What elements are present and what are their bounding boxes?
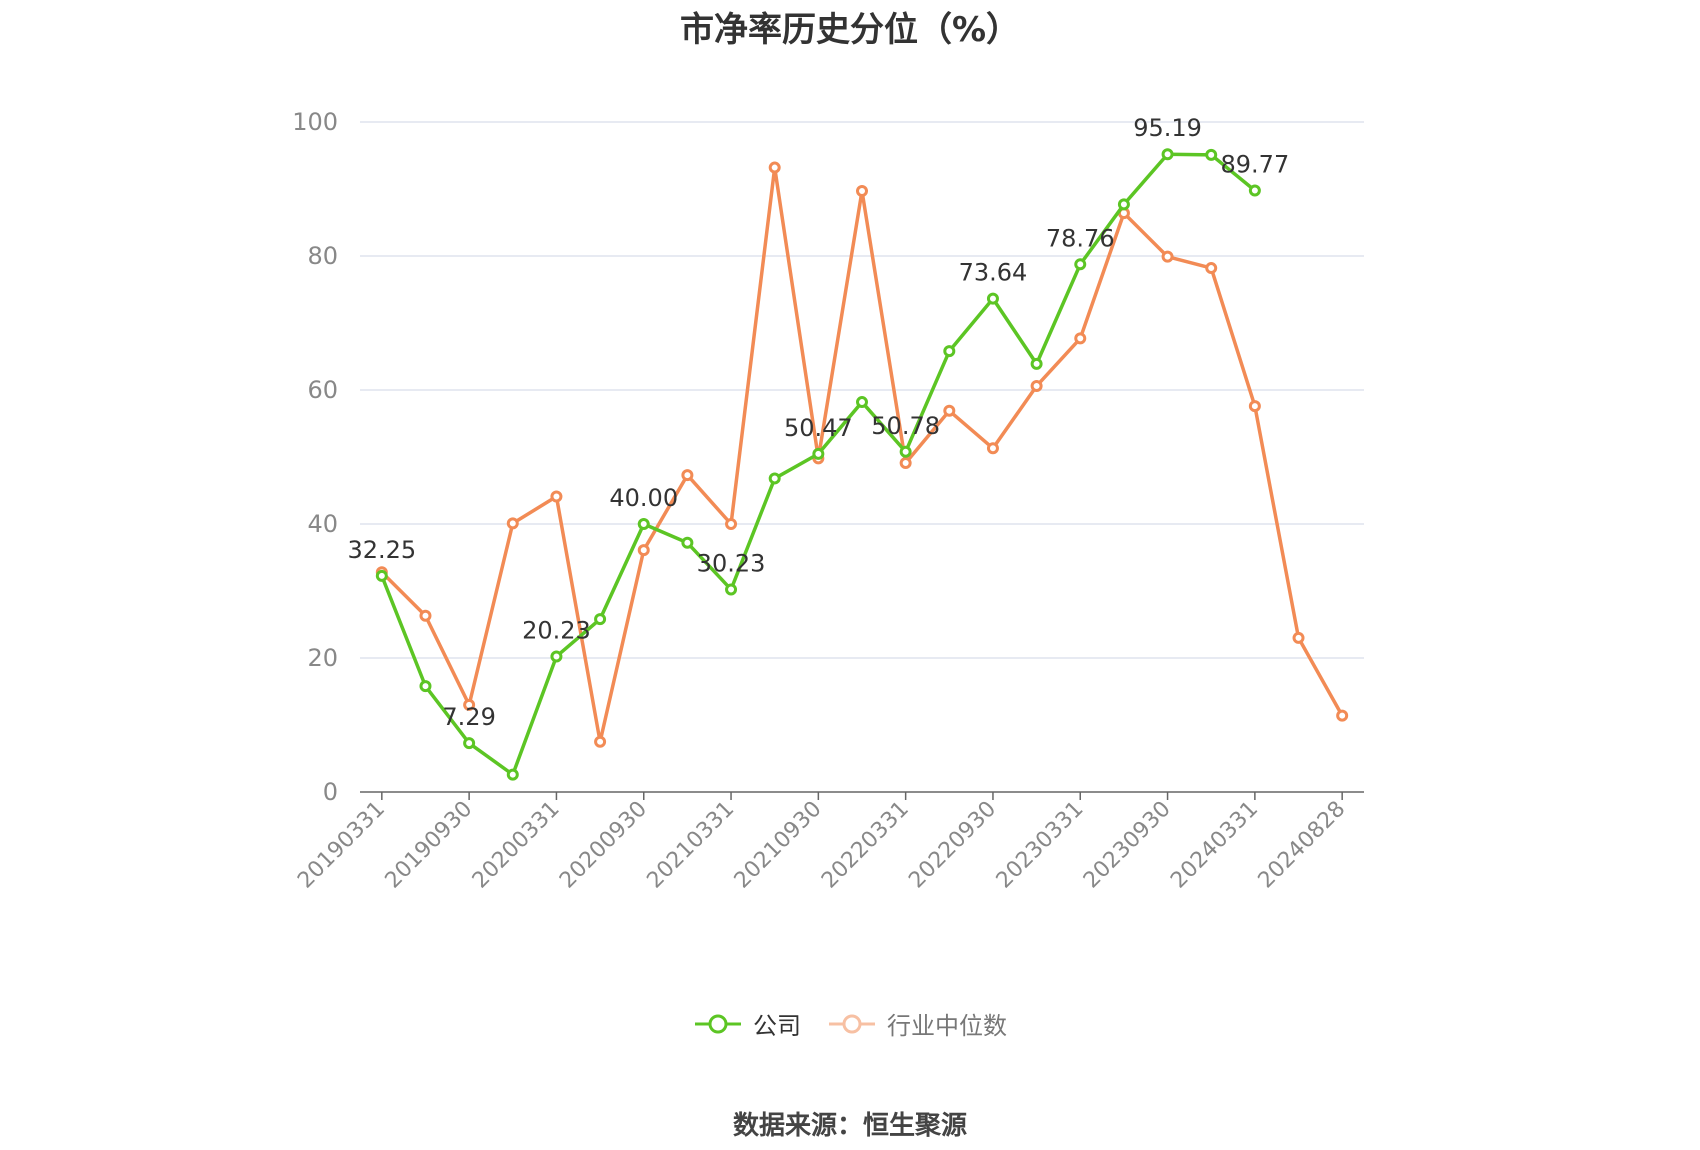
industry-data-point — [768, 161, 781, 174]
company-data-point — [1248, 184, 1261, 197]
y-tick-label: 80 — [307, 242, 338, 270]
industry-data-point — [1205, 262, 1218, 275]
y-tick-label: 20 — [307, 644, 338, 672]
industry-data-point — [550, 490, 563, 503]
company-data-point — [419, 680, 432, 693]
company-data-point — [1030, 357, 1043, 370]
x-tick-label: 20220331 — [817, 797, 914, 894]
y-tick-label: 0 — [323, 778, 338, 806]
company-data-point — [1205, 148, 1218, 161]
x-tick-label: 20200331 — [468, 797, 565, 894]
company-data-point — [594, 613, 607, 626]
company-data-label: 20.23 — [522, 616, 591, 644]
x-tick-label: 20240828 — [1254, 797, 1351, 894]
series-layer — [375, 148, 1349, 781]
company-data-label: 73.64 — [959, 259, 1028, 287]
chart-title: 市净率历史分位（%） — [679, 10, 1021, 50]
industry-data-point — [1292, 631, 1305, 644]
legend-item-company[interactable]: 公司 — [693, 1006, 801, 1041]
industry-data-point — [594, 735, 607, 748]
company-data-label: 95.19 — [1133, 114, 1202, 142]
company-data-point — [375, 569, 388, 582]
company-data-point — [550, 650, 563, 663]
company-data-point — [856, 396, 868, 409]
y-tick-label: 60 — [307, 376, 338, 404]
legend-label-company: 公司 — [753, 1012, 801, 1040]
company-data-point — [812, 447, 825, 460]
industry-data-point — [856, 185, 868, 198]
company-data-point — [768, 472, 781, 485]
industry-data-point — [1030, 379, 1043, 392]
industry-data-point — [1248, 400, 1261, 413]
company-data-point — [1161, 148, 1174, 161]
company-data-point — [986, 292, 999, 305]
company-data-point — [725, 583, 738, 596]
industry-data-point — [1336, 709, 1349, 722]
company-data-point — [899, 445, 912, 458]
grid-layer — [360, 121, 1364, 659]
industry-data-point — [506, 517, 519, 530]
legend-company-marker-icon — [695, 1014, 741, 1033]
company-data-point — [506, 768, 519, 781]
industry-data-point — [1161, 250, 1174, 263]
company-data-label: 32.25 — [347, 536, 416, 564]
x-tick-label: 20230331 — [992, 797, 1089, 894]
industry-series-line — [380, 165, 1344, 744]
x-tick-label: 20190331 — [293, 797, 390, 894]
company-series-line — [380, 152, 1256, 777]
x-tick-label: 20240331 — [1166, 797, 1263, 894]
industry-data-point — [943, 404, 956, 417]
y-tick-label: 100 — [292, 108, 338, 136]
company-data-label: 50.47 — [784, 414, 853, 442]
company-data-point — [681, 536, 694, 549]
company-data-label: 40.00 — [609, 484, 678, 512]
industry-data-point — [1074, 332, 1087, 345]
x-tick-label: 20230930 — [1079, 797, 1176, 894]
industry-data-point — [419, 609, 432, 622]
x-tick-label: 20210930 — [730, 797, 827, 894]
industry-data-point — [637, 544, 650, 557]
company-data-point — [1074, 258, 1087, 271]
industry-data-point — [463, 698, 476, 711]
legend-label-industry: 行业中位数 — [887, 1012, 1007, 1040]
company-data-point — [1117, 198, 1130, 211]
data-label-layer: 32.25 7.29 20.23 40.00 30.23 50.47 50.78 73.64 7… — [347, 114, 1289, 731]
company-data-point — [943, 345, 956, 358]
x-tick-label: 20210331 — [642, 797, 739, 894]
legend: 公司 行业中位数 — [0, 1006, 1700, 1041]
legend-industry-marker-icon — [829, 1014, 875, 1033]
x-tick-label: 20220930 — [904, 797, 1001, 894]
company-data-label: 78.76 — [1046, 224, 1115, 252]
industry-data-point — [899, 457, 912, 470]
axis-layer: 0 20 40 60 80 100 2019033120190930202003312020… — [292, 108, 1364, 893]
company-data-label: 89.77 — [1221, 151, 1290, 179]
x-tick-label: 20190930 — [381, 797, 478, 894]
industry-data-point — [986, 442, 999, 455]
company-data-label: 7.29 — [442, 703, 495, 731]
industry-data-point — [725, 518, 738, 530]
y-tick-label: 40 — [307, 510, 338, 538]
company-data-point — [463, 737, 476, 750]
company-data-label: 30.23 — [697, 549, 766, 577]
legend-item-industry[interactable]: 行业中位数 — [827, 1006, 1007, 1041]
x-tick-label: 20200930 — [555, 797, 652, 894]
industry-data-point — [681, 469, 694, 482]
company-data-point — [637, 518, 650, 530]
company-data-label: 50.78 — [871, 412, 940, 440]
data-source: 数据来源：恒生聚源 — [732, 1111, 967, 1141]
